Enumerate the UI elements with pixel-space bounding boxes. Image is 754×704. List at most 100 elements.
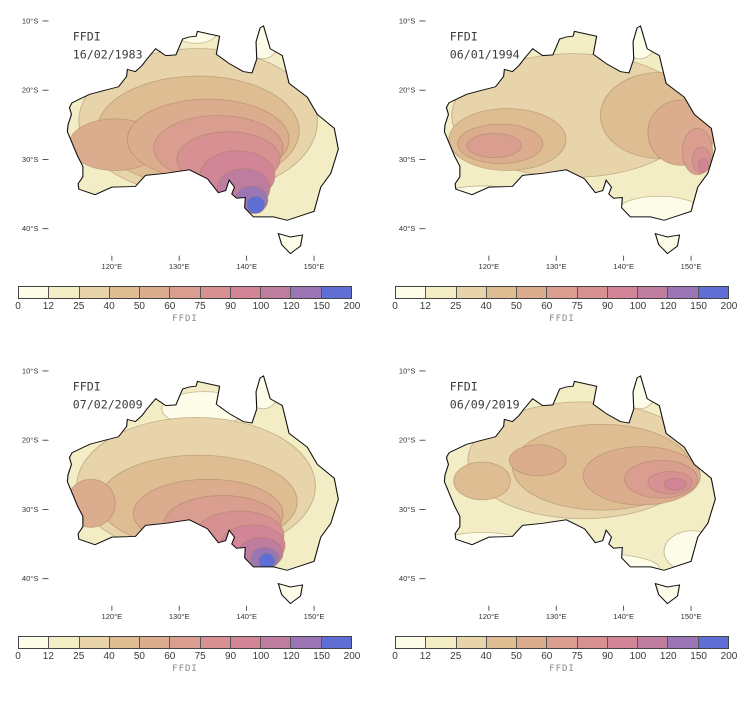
colorbar-ticks: 0 12 25 40 50 60 75 90 100 120 150 200 [392,651,737,664]
colorbar-segment [170,287,201,298]
contour-region [697,158,710,173]
lon-tick-label: 120°E [479,612,500,621]
colorbar-tick: 25 [450,651,462,662]
lon-tick-label: 140°E [613,262,634,271]
colorbar-segment [170,637,201,648]
colorbar-tick: 200 [720,301,738,312]
colorbar-tick: 40 [103,301,115,312]
colorbar-label: FFDI [549,664,575,674]
lon-tick-label: 140°E [236,612,257,621]
lon-tick-label: 140°E [613,612,634,621]
colorbar-tick: 60 [164,301,176,312]
colorbar: 0 12 25 40 50 60 75 90 100 120 150 200 FFDI [15,286,360,324]
colorbar-tick: 12 [42,651,54,662]
colorbar-tick: 120 [282,651,300,662]
australia-contour-map: 10°S 20°S 30°S 40°S 120°E 130°E 140°E 150°E FFD… [399,366,716,621]
colorbar-segment [638,637,669,648]
colorbar-gradient [18,286,352,299]
colorbar-tick: 90 [224,301,237,312]
panel-date: 16/02/1983 [73,48,143,62]
colorbar-segment [291,637,322,648]
panel-date: 06/09/2019 [450,398,520,412]
colorbar-segment [291,287,322,298]
australia-contour-map: 10°S 20°S 30°S 40°S 120°E 130°E 140°E 150°E FFD… [22,16,339,271]
colorbar-tick: 150 [690,651,707,662]
lon-tick-label: 150°E [304,262,325,271]
lon-tick-label: 150°E [304,612,325,621]
colorbar-label: FFDI [549,314,575,324]
colorbar-tick: 75 [571,301,583,312]
colorbar-tick: 25 [450,301,462,312]
contour-region [663,477,687,491]
lon-tick-label: 130°E [546,262,567,271]
colorbar-tick: 50 [510,651,522,662]
colorbar-tick: 90 [601,651,614,662]
colorbar-segment [668,637,699,648]
ffdi-panel-1994: 10°S 20°S 30°S 40°S 120°E 130°E 140°E 150°E FFD… [377,4,754,354]
tasmania-coastline [277,232,304,255]
contour-region [245,25,281,60]
colorbar-ticks: 0 12 25 40 50 60 75 90 100 120 150 200 [392,301,737,314]
lat-tick-label: 40°S [22,574,39,583]
colorbar-tick: 200 [343,651,361,662]
lon-tick-label: 150°E [681,262,702,271]
colorbar-tick: 50 [510,301,522,312]
colorbar-tick: 100 [252,301,270,312]
lon-tick-label: 120°E [102,612,123,621]
colorbar-tick: 90 [601,301,614,312]
colorbar-tick: 75 [194,301,206,312]
colorbar: 0 12 25 40 50 60 75 90 100 120 150 200 FFDI [392,636,737,674]
colorbar-label: FFDI [172,664,198,674]
panel-title: FFDI [450,29,478,43]
tasmania-coastline [654,582,681,605]
colorbar-segment [49,287,80,298]
colorbar-ticks: 0 12 25 40 50 60 75 90 100 120 150 200 [15,301,360,314]
colorbar-tick: 150 [313,651,330,662]
panel-date: 07/02/2009 [73,398,143,412]
colorbar-tick: 75 [571,651,583,662]
contour-region [245,375,281,410]
contour-region [663,530,716,573]
colorbar-segment [698,637,728,648]
colorbar-tick: 90 [224,651,237,662]
colorbar-tick: 40 [480,301,492,312]
colorbar-gradient [18,636,352,649]
lat-tick-label: 30°S [22,505,39,514]
contour-region [453,461,511,501]
panel-title: FFDI [73,29,101,43]
lat-tick-label: 40°S [399,574,416,583]
lat-tick-label: 20°S [22,86,39,95]
colorbar-segment [230,637,262,648]
colorbar-tick: 12 [419,651,431,662]
colorbar-segment [547,637,578,648]
australia-contour-map: 10°S 20°S 30°S 40°S 120°E 130°E 140°E 150°E FFD… [22,366,339,621]
lon-tick-label: 150°E [681,612,702,621]
colorbar-segment [638,287,669,298]
colorbar-segment [577,637,608,648]
lon-tick-label: 130°E [546,612,567,621]
colorbar-tick: 120 [659,301,677,312]
colorbar-gradient [395,636,729,649]
lon-tick-label: 130°E [169,262,190,271]
colorbar-segment [396,637,427,648]
colorbar-tick: 200 [343,301,361,312]
colorbar-segment [261,287,292,298]
colorbar-segment [396,287,427,298]
colorbar-segment [19,637,50,648]
contour-region [622,25,658,60]
contour-region [444,532,530,561]
colorbar-tick: 120 [282,301,300,312]
colorbar-tick: 150 [313,301,330,312]
lat-tick-label: 40°S [399,224,416,233]
colorbar-segment [456,287,487,298]
lat-tick-label: 10°S [22,16,39,25]
lat-tick-label: 10°S [399,366,416,375]
tasmania-coastline [654,232,681,255]
colorbar-segment [577,287,608,298]
lon-tick-label: 120°E [479,262,500,271]
colorbar-segment [49,637,80,648]
colorbar-segment [517,287,548,298]
colorbar-tick: 100 [629,301,647,312]
colorbar-tick: 40 [480,651,492,662]
colorbar-tick: 25 [73,301,85,312]
